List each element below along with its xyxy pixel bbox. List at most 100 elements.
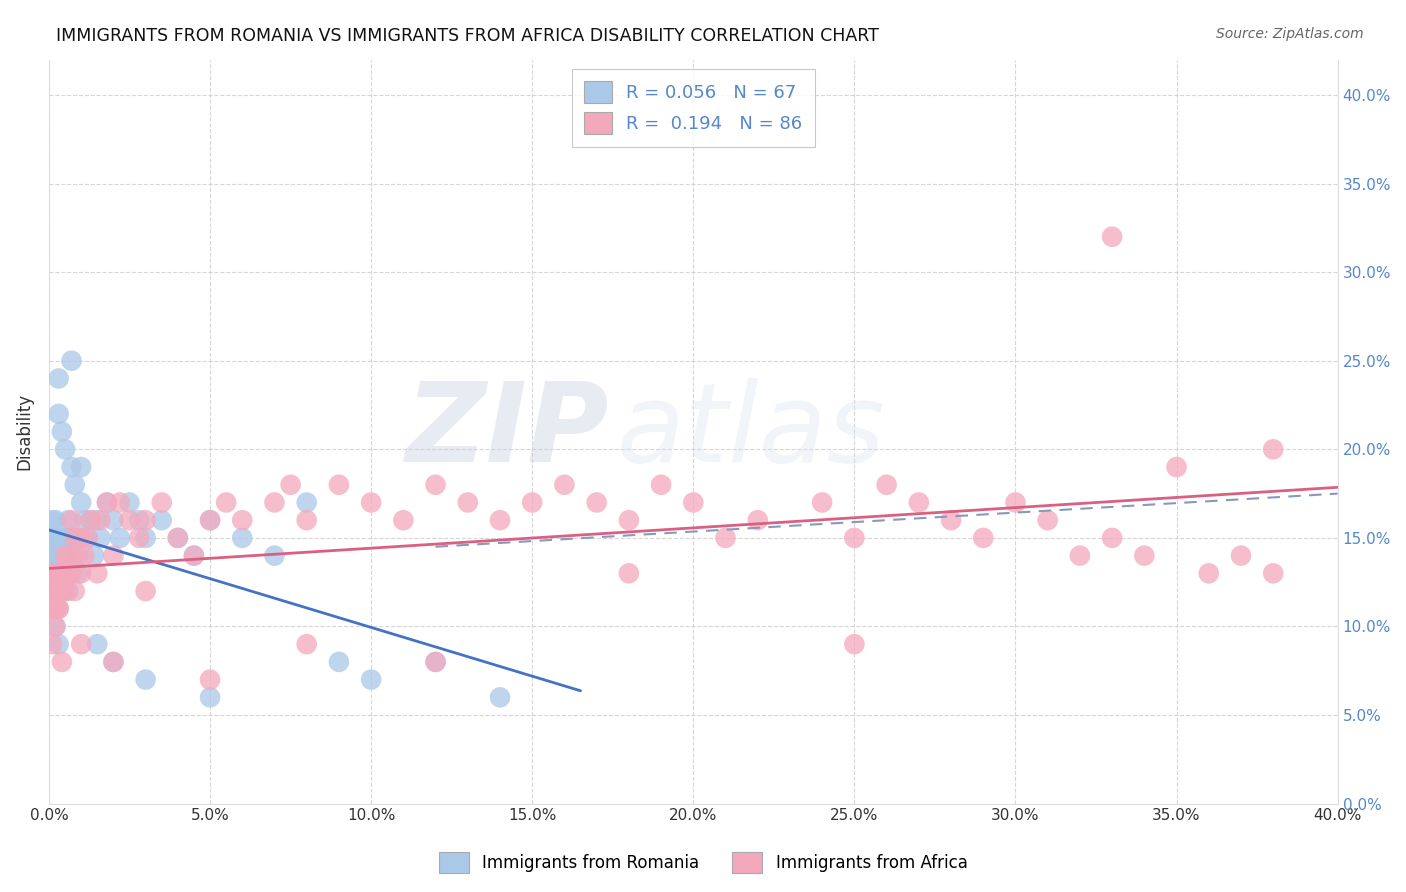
- Point: [48, 531, 70, 545]
- Point: [48, 637, 70, 651]
- Point: [128, 531, 150, 545]
- Point: [425, 655, 447, 669]
- Point: [48, 601, 70, 615]
- Point: [70, 495, 93, 509]
- Point: [48, 601, 70, 615]
- Point: [44, 566, 66, 581]
- Legend: R = 0.056   N = 67, R =  0.194   N = 86: R = 0.056 N = 67, R = 0.194 N = 86: [572, 69, 814, 147]
- Legend: Immigrants from Romania, Immigrants from Africa: Immigrants from Romania, Immigrants from…: [432, 846, 974, 880]
- Point: [44, 584, 66, 599]
- Point: [44, 601, 66, 615]
- Point: [44, 584, 66, 599]
- Point: [939, 513, 962, 527]
- Point: [617, 566, 640, 581]
- Point: [53, 584, 76, 599]
- Point: [70, 566, 93, 581]
- Point: [198, 673, 221, 687]
- Point: [617, 513, 640, 527]
- Point: [103, 513, 125, 527]
- Point: [166, 531, 188, 545]
- Point: [328, 477, 350, 491]
- Point: [60, 460, 83, 475]
- Point: [70, 460, 93, 475]
- Point: [41, 566, 63, 581]
- Point: [972, 531, 994, 545]
- Point: [41, 549, 63, 563]
- Point: [48, 371, 70, 385]
- Point: [51, 566, 73, 581]
- Point: [150, 495, 173, 509]
- Point: [844, 637, 866, 651]
- Point: [80, 513, 103, 527]
- Point: [747, 513, 769, 527]
- Point: [96, 495, 118, 509]
- Point: [360, 673, 382, 687]
- Point: [166, 531, 188, 545]
- Point: [51, 584, 73, 599]
- Point: [198, 513, 221, 527]
- Point: [135, 673, 157, 687]
- Point: [51, 566, 73, 581]
- Point: [53, 549, 76, 563]
- Point: [66, 566, 89, 581]
- Point: [128, 513, 150, 527]
- Text: ZIP: ZIP: [406, 378, 610, 485]
- Point: [1036, 513, 1059, 527]
- Point: [103, 655, 125, 669]
- Point: [86, 637, 108, 651]
- Point: [44, 566, 66, 581]
- Point: [263, 495, 285, 509]
- Point: [96, 495, 118, 509]
- Point: [1069, 549, 1091, 563]
- Point: [44, 549, 66, 563]
- Point: [83, 549, 105, 563]
- Point: [1263, 442, 1285, 457]
- Point: [489, 513, 512, 527]
- Point: [53, 531, 76, 545]
- Point: [73, 513, 96, 527]
- Point: [48, 407, 70, 421]
- Point: [1166, 460, 1188, 475]
- Point: [328, 655, 350, 669]
- Point: [51, 425, 73, 439]
- Point: [231, 531, 253, 545]
- Point: [135, 513, 157, 527]
- Point: [295, 513, 318, 527]
- Point: [76, 531, 98, 545]
- Point: [53, 442, 76, 457]
- Point: [48, 566, 70, 581]
- Point: [135, 584, 157, 599]
- Point: [425, 655, 447, 669]
- Point: [135, 531, 157, 545]
- Point: [103, 549, 125, 563]
- Point: [1101, 229, 1123, 244]
- Point: [1101, 531, 1123, 545]
- Point: [360, 495, 382, 509]
- Text: Source: ZipAtlas.com: Source: ZipAtlas.com: [1216, 27, 1364, 41]
- Point: [392, 513, 415, 527]
- Point: [51, 655, 73, 669]
- Point: [70, 531, 93, 545]
- Point: [58, 549, 80, 563]
- Point: [53, 549, 76, 563]
- Point: [70, 531, 93, 545]
- Point: [425, 477, 447, 491]
- Point: [280, 477, 302, 491]
- Point: [714, 531, 737, 545]
- Point: [70, 637, 93, 651]
- Point: [522, 495, 544, 509]
- Point: [41, 584, 63, 599]
- Point: [682, 495, 704, 509]
- Point: [51, 549, 73, 563]
- Point: [51, 531, 73, 545]
- Point: [553, 477, 575, 491]
- Point: [60, 531, 83, 545]
- Point: [53, 566, 76, 581]
- Point: [231, 513, 253, 527]
- Point: [86, 513, 108, 527]
- Point: [41, 601, 63, 615]
- Point: [1133, 549, 1156, 563]
- Point: [89, 513, 111, 527]
- Point: [295, 637, 318, 651]
- Point: [108, 495, 131, 509]
